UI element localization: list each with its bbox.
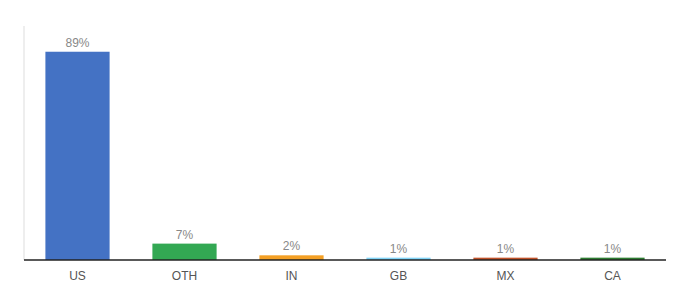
- chart-container: 89% US 7% OTH 2% IN 1% GB 1% MX 1% CA: [0, 0, 680, 300]
- y-range-line: [24, 26, 25, 260]
- bar: [45, 52, 109, 260]
- data-label: 1%: [604, 242, 622, 256]
- x-tick-label: US: [69, 269, 86, 283]
- x-tick-label: IN: [286, 269, 298, 283]
- data-label: 1%: [497, 242, 515, 256]
- data-label: 2%: [283, 239, 301, 253]
- bar: [152, 244, 216, 260]
- data-label: 7%: [176, 228, 194, 242]
- x-tick-label: GB: [390, 269, 407, 283]
- data-label: 1%: [390, 242, 408, 256]
- x-tick-label: OTH: [172, 269, 197, 283]
- x-axis: [24, 259, 666, 261]
- chart: 89% US 7% OTH 2% IN 1% GB 1% MX 1% CA: [0, 0, 680, 300]
- bars: [45, 52, 644, 260]
- x-tick-label: CA: [604, 269, 621, 283]
- x-tick-label: MX: [497, 269, 515, 283]
- data-label: 89%: [65, 36, 89, 50]
